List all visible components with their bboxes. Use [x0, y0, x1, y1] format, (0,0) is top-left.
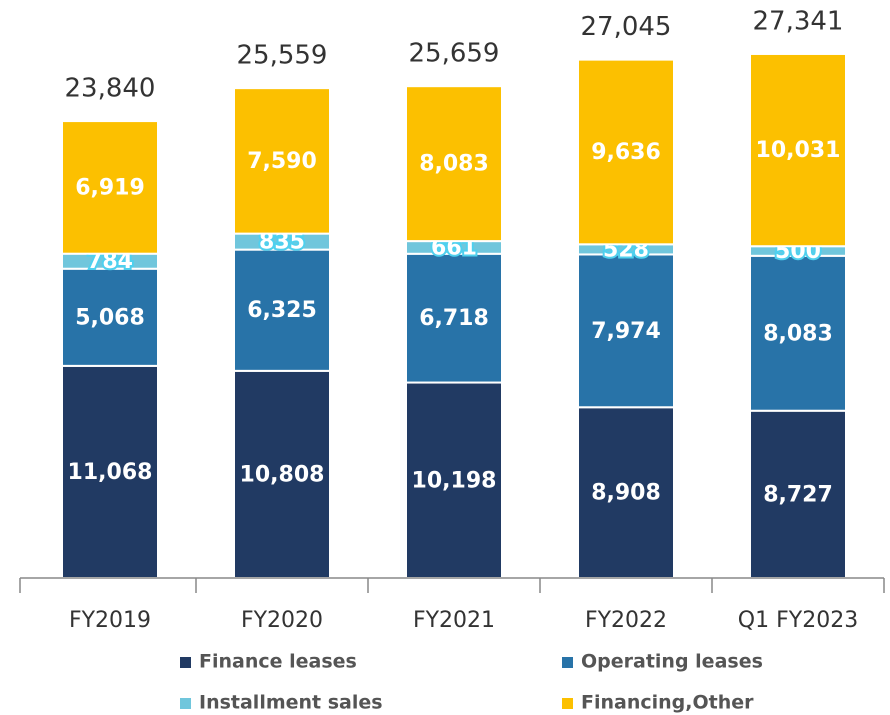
bar-segment [61, 267, 159, 367]
value-label: 10,198 [412, 468, 497, 493]
x-tick-label: Q1 FY2023 [738, 608, 858, 633]
bar-segment [405, 85, 503, 243]
bar-segment [577, 58, 675, 246]
value-label: 8,083 [763, 321, 833, 346]
legend-swatch [180, 698, 191, 709]
total-label: 27,341 [753, 6, 844, 36]
value-label: 11,068 [68, 460, 153, 485]
legend-label: Financing,Other [581, 692, 754, 714]
legend-label: Installment sales [199, 692, 383, 714]
bar-segment [61, 364, 159, 580]
total-label: 27,045 [581, 12, 672, 42]
value-label: 9,636 [591, 140, 661, 165]
x-tick-label: FY2020 [241, 608, 323, 633]
value-label: 6,718 [419, 306, 489, 331]
x-tick-label: FY2019 [69, 608, 151, 633]
value-label: 7,974 [591, 319, 661, 344]
bar-segment [233, 87, 331, 235]
value-label: 8,727 [763, 482, 833, 507]
value-label: 10,808 [240, 462, 325, 487]
total-label: 25,659 [409, 39, 500, 69]
bar-segment [577, 253, 675, 409]
legend-swatch [562, 657, 573, 668]
bar-segment [405, 381, 503, 579]
x-tick-label: FY2021 [413, 608, 495, 633]
legend-label: Operating leases [581, 651, 763, 673]
value-label: 6,919 [75, 175, 145, 200]
value-label: 8,908 [591, 481, 661, 506]
x-tick-label: FY2022 [585, 608, 667, 633]
legend-swatch [180, 657, 191, 668]
legend-swatch [562, 698, 573, 709]
total-label: 23,840 [65, 74, 156, 104]
value-label: 6,325 [247, 298, 317, 323]
bar-segment [61, 120, 159, 255]
total-label: 25,559 [237, 41, 328, 71]
value-label: 5,068 [75, 305, 145, 330]
bar-segment [749, 409, 847, 580]
value-label: 528 [603, 237, 649, 262]
value-label: 8,083 [419, 152, 489, 177]
value-label: 7,590 [247, 149, 317, 174]
value-label: 10,031 [756, 138, 841, 163]
legend-label: Finance leases [199, 651, 357, 673]
bar-segment [749, 52, 847, 248]
